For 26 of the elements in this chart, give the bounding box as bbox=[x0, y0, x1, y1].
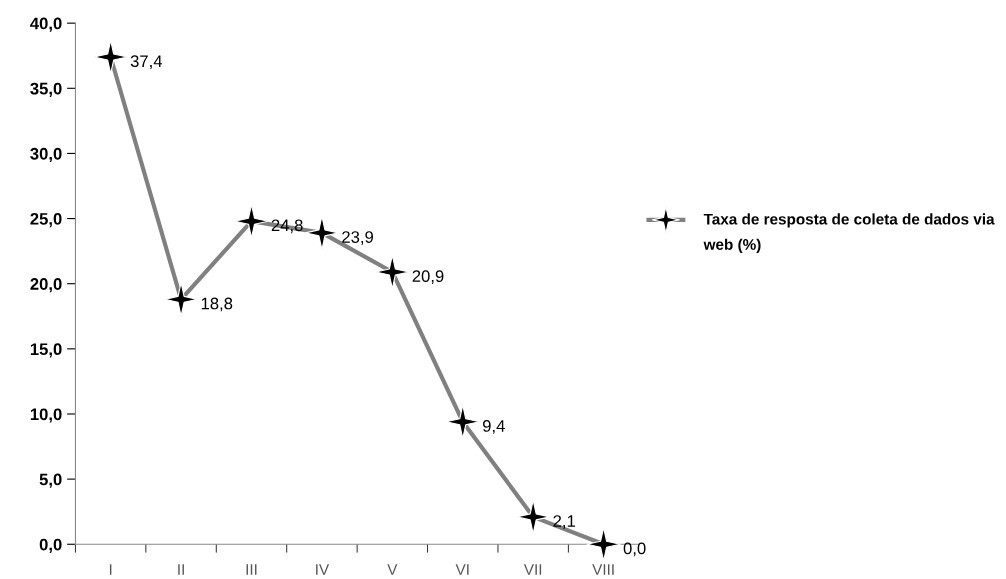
y-tick-label: 40,0 bbox=[30, 17, 62, 32]
y-tick-label: 0,0 bbox=[39, 538, 62, 553]
y-tick-label: 25,0 bbox=[30, 212, 62, 228]
y-tick-label: 15,0 bbox=[30, 343, 62, 358]
y-tick-label: 5,0 bbox=[39, 473, 62, 488]
y-tick-label: 30,0 bbox=[30, 147, 62, 163]
x-tick-label: VIII bbox=[592, 564, 614, 575]
y-tick-label: 35,0 bbox=[30, 82, 62, 97]
x-tick-label: VII bbox=[523, 564, 542, 575]
data-label: 23,9 bbox=[342, 231, 374, 245]
x-tick-label: V bbox=[387, 564, 398, 575]
legend-label: Taxa de resposta de coleta de dados via web (%) bbox=[703, 213, 995, 253]
data-label: 37,4 bbox=[130, 55, 163, 70]
data-label: 18,8 bbox=[201, 297, 233, 312]
data-label: 0,0 bbox=[623, 542, 646, 557]
data-label: 20,9 bbox=[412, 270, 444, 284]
y-tick-label: 20,0 bbox=[30, 278, 62, 293]
x-tick-label: III bbox=[246, 564, 257, 575]
x-tick-label: VI bbox=[455, 564, 469, 575]
x-tick-label: II bbox=[178, 564, 184, 575]
data-label: 24,8 bbox=[271, 219, 303, 234]
x-tick-label: I bbox=[109, 564, 112, 575]
x-tick-label: IV bbox=[316, 564, 330, 575]
data-label: 9,4 bbox=[482, 420, 505, 434]
data-label: 2,1 bbox=[553, 515, 575, 529]
y-tick-label: 10,0 bbox=[30, 408, 62, 423]
